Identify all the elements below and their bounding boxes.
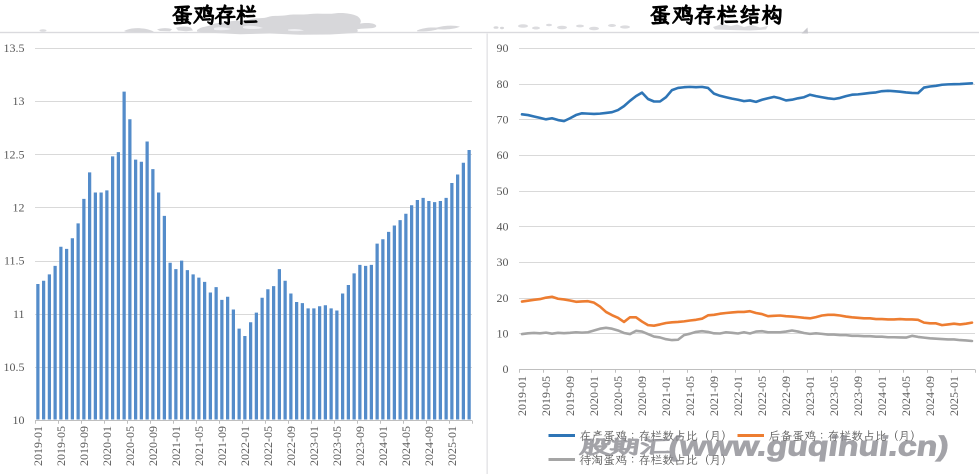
- svg-text:2019-05: 2019-05: [54, 426, 68, 466]
- svg-text:2025-01: 2025-01: [445, 426, 459, 466]
- svg-text:2022-05: 2022-05: [261, 426, 275, 466]
- svg-text:2023-05: 2023-05: [827, 376, 841, 416]
- svg-text:2023-01: 2023-01: [307, 426, 321, 466]
- svg-text:10.5: 10.5: [4, 360, 25, 374]
- svg-text:2021-09: 2021-09: [707, 376, 721, 416]
- svg-text:10: 10: [497, 326, 509, 340]
- svg-text:2024-09: 2024-09: [422, 426, 436, 466]
- svg-text:2024-01: 2024-01: [376, 426, 390, 466]
- svg-text:2022-01: 2022-01: [731, 376, 745, 416]
- svg-text:10: 10: [13, 413, 25, 427]
- svg-text:2020-05: 2020-05: [123, 426, 137, 466]
- svg-text:2020-09: 2020-09: [635, 376, 649, 416]
- svg-text:13.5: 13.5: [4, 41, 25, 55]
- svg-text:60: 60: [497, 148, 509, 162]
- svg-text:2020-09: 2020-09: [146, 426, 160, 466]
- svg-text:2019-01: 2019-01: [31, 426, 45, 466]
- svg-text:2023-01: 2023-01: [803, 376, 817, 416]
- svg-text:20: 20: [497, 291, 509, 305]
- svg-text:2020-01: 2020-01: [100, 426, 114, 466]
- svg-text:2022-09: 2022-09: [284, 426, 298, 466]
- svg-text:2024-05: 2024-05: [399, 426, 413, 466]
- svg-text:40: 40: [497, 219, 509, 233]
- svg-text:2021-05: 2021-05: [192, 426, 206, 466]
- svg-text:30: 30: [497, 255, 509, 269]
- svg-text:12.5: 12.5: [4, 147, 25, 161]
- svg-text:2021-01: 2021-01: [169, 426, 183, 466]
- svg-text:2021-09: 2021-09: [215, 426, 229, 466]
- svg-text:90: 90: [497, 41, 509, 55]
- svg-text:50: 50: [497, 184, 509, 198]
- svg-text:80: 80: [497, 77, 509, 91]
- svg-text:2022-05: 2022-05: [755, 376, 769, 416]
- svg-text:11.5: 11.5: [4, 254, 25, 268]
- svg-text:2020-05: 2020-05: [611, 376, 625, 416]
- svg-text:11: 11: [13, 307, 25, 321]
- svg-text:2024-09: 2024-09: [923, 376, 937, 416]
- svg-text:2024-05: 2024-05: [899, 376, 913, 416]
- svg-text:2023-09: 2023-09: [353, 426, 367, 466]
- svg-text:2019-05: 2019-05: [539, 376, 553, 416]
- svg-text:0: 0: [503, 362, 509, 376]
- svg-text:70: 70: [497, 112, 509, 126]
- svg-text:(www.guqihui.cn): (www.guqihui.cn): [667, 431, 951, 462]
- svg-text:2025-01: 2025-01: [947, 376, 961, 416]
- svg-text:2024-01: 2024-01: [875, 376, 889, 416]
- svg-text:2019-01: 2019-01: [515, 376, 529, 416]
- svg-text:2023-09: 2023-09: [851, 376, 865, 416]
- svg-text:2020-01: 2020-01: [587, 376, 601, 416]
- svg-text:2022-09: 2022-09: [779, 376, 793, 416]
- svg-text:2021-01: 2021-01: [659, 376, 673, 416]
- svg-text:2022-01: 2022-01: [238, 426, 252, 466]
- svg-text:2019-09: 2019-09: [77, 426, 91, 466]
- svg-text:12: 12: [13, 201, 25, 215]
- svg-text:2023-05: 2023-05: [330, 426, 344, 466]
- svg-text:2019-09: 2019-09: [563, 376, 577, 416]
- svg-text:13: 13: [13, 94, 25, 108]
- svg-text:2021-05: 2021-05: [683, 376, 697, 416]
